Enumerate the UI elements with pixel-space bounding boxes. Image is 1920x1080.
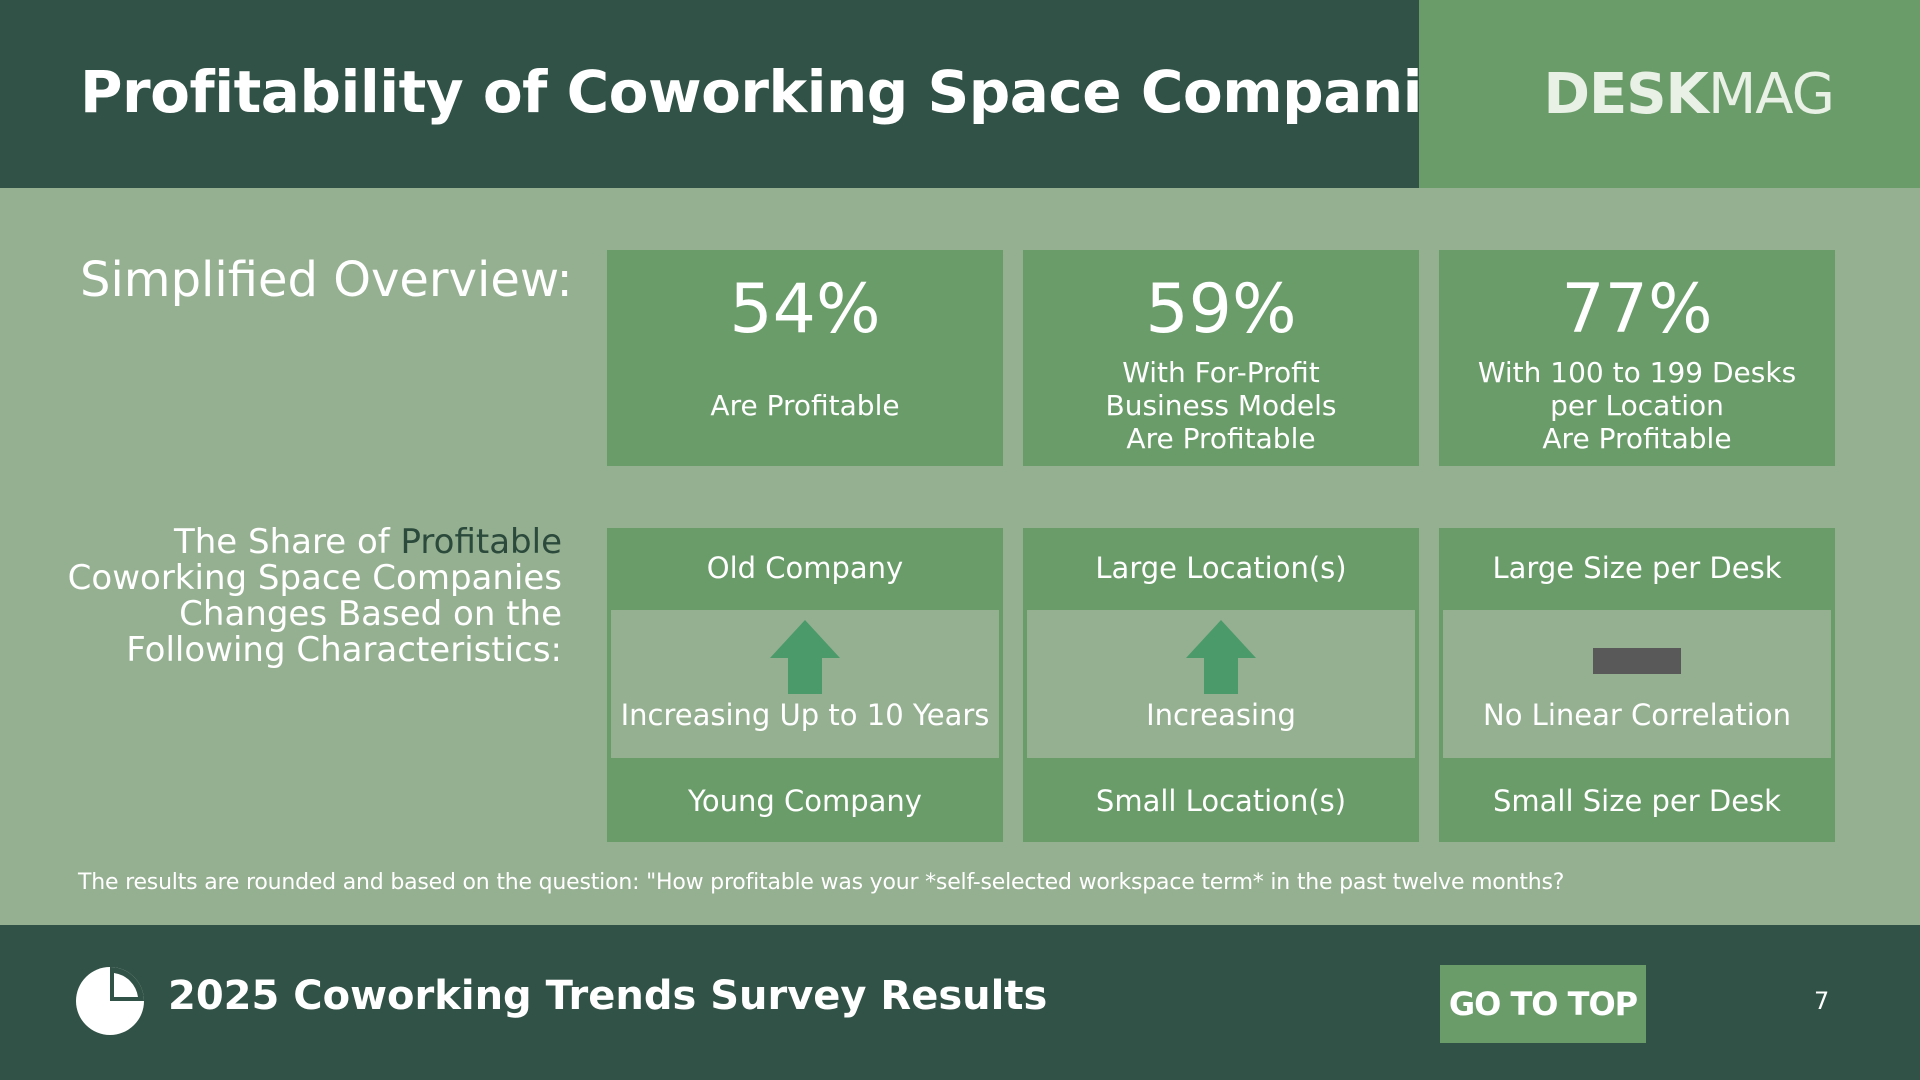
overview-label: Simplified Overview:	[80, 252, 573, 308]
characteristics-label-part1: The Share of	[173, 522, 401, 562]
page-title: Profitability of Coworking Space Compani…	[80, 58, 1495, 126]
stat-value: 77%	[1561, 270, 1713, 349]
arrow-up-icon	[1186, 620, 1256, 694]
stat-value: 59%	[1145, 270, 1297, 349]
characteristic-trend-panel: Increasing Up to 10 Years	[611, 610, 999, 758]
characteristic-top-label: Large Location(s)	[1095, 551, 1347, 585]
stat-card: 59% With For-Profit Business Models Are …	[1023, 250, 1419, 466]
arrow-up-icon	[770, 620, 840, 694]
deskmag-logo: DESKMAG	[1543, 62, 1835, 127]
characteristic-trend-panel: No Linear Correlation	[1443, 610, 1831, 758]
characteristic-top-label: Old Company	[706, 551, 904, 585]
logo-box: DESKMAG	[1419, 0, 1920, 188]
characteristics-label-highlight: Profitable	[400, 522, 562, 562]
characteristics-label: The Share of Profitable Coworking Space C…	[60, 524, 562, 668]
stat-description: Are Profitable	[710, 388, 900, 422]
characteristic-trend-text: Increasing Up to 10 Years	[620, 698, 990, 732]
footer-bar: 2025 Coworking Trends Survey Results GO …	[0, 925, 1920, 1080]
stat-value: 54%	[729, 270, 881, 349]
characteristic-card: Large Location(s) Increasing Small Locat…	[1023, 528, 1419, 842]
go-to-top-button[interactable]: GO TO TOP	[1440, 965, 1646, 1043]
characteristic-bottom-label: Young Company	[688, 784, 922, 818]
characteristic-card: Large Size per Desk No Linear Correlatio…	[1439, 528, 1835, 842]
stat-description: With For-Profit Business Models Are Prof…	[1105, 355, 1337, 455]
stat-card: 77% With 100 to 199 Desks per Location A…	[1439, 250, 1835, 466]
characteristic-bottom-label: Small Location(s)	[1095, 784, 1347, 818]
characteristic-trend-text: Increasing	[1146, 698, 1296, 732]
stat-description: With 100 to 199 Desks per Location Are P…	[1477, 355, 1797, 455]
page-number: 7	[1814, 987, 1830, 1015]
footnote: The results are rounded and based on the…	[78, 870, 1565, 895]
logo-light-text: MAG	[1707, 62, 1835, 127]
stat-card: 54% Are Profitable	[607, 250, 1003, 466]
flat-dash-icon	[1593, 648, 1681, 674]
characteristic-bottom-label: Small Size per Desk	[1493, 784, 1781, 818]
pie-chart-icon	[76, 967, 144, 1035]
header-bar: Profitability of Coworking Space Compani…	[0, 0, 1920, 188]
characteristics-label-part2: Coworking Space Companies Changes Based …	[67, 558, 562, 670]
logo-bold-text: DESK	[1543, 62, 1708, 127]
characteristic-trend-text: No Linear Correlation	[1483, 698, 1791, 732]
characteristic-top-label: Large Size per Desk	[1492, 551, 1782, 585]
footer-title: 2025 Coworking Trends Survey Results	[168, 973, 1048, 1019]
characteristic-trend-panel: Increasing	[1027, 610, 1415, 758]
characteristic-card: Old Company Increasing Up to 10 Years Yo…	[607, 528, 1003, 842]
